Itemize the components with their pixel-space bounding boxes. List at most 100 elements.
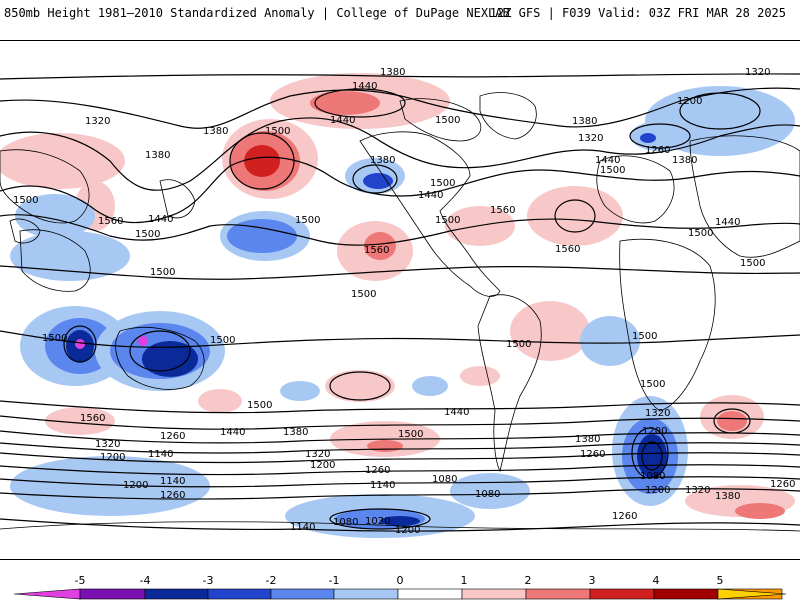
negative-anomaly-core [363,173,393,189]
contour-label: 1440 [418,190,443,201]
contour-label: 1500 [632,331,657,342]
contour-label: 1200 [395,525,420,536]
contour-label: 1440 [330,115,355,126]
colorbar-tick-label: -4 [140,574,151,587]
contour-label: 1440 [444,407,469,418]
negative-anomaly-region [15,194,95,238]
colorbar: -5 -4 -3 -2 -1 0 1 2 3 4 5 [13,574,787,600]
colorbar-segment [653,588,719,600]
contour-label: 1200 [100,452,125,463]
contour-label: 1560 [98,216,123,227]
coastlines [0,92,800,532]
contour-label: 1500 [135,229,160,240]
colorbar-segment [461,588,527,600]
extreme-anomaly-marker [138,336,148,346]
extreme-anomaly-marker [75,339,85,349]
positive-anomaly-region [510,301,590,361]
negative-anomaly-center [637,434,667,478]
colorbar-tick-label: -1 [329,574,340,587]
anomaly-map: 1380 1440 1320 1500 1380 1440 1320 1380 … [0,40,800,560]
contour-label: 1320 [95,439,120,450]
contour-label: 1320 [305,449,330,460]
model-run-info: 12Z GFS | F039 Valid: 03Z FRI MAR 28 202… [489,6,786,20]
positive-anomaly-core [367,440,403,452]
contour-label: 1440 [715,217,740,228]
positive-anomaly-region [0,133,125,189]
colorbar-segment [270,588,335,600]
contour-label: 1080 [475,489,500,500]
contour-label: 1560 [80,413,105,424]
contour-label: 1500 [600,165,625,176]
colorbar-segment [589,588,655,600]
contour-label: 1500 [13,195,38,206]
negative-anomaly-region [630,121,690,151]
contour-label: 1080 [432,474,457,485]
contour-labels: 1380 1440 1320 1500 1380 1440 1320 1380 … [13,67,795,536]
negative-anomaly-region [412,376,448,396]
contour-label: 1260 [365,465,390,476]
contour-label: 1440 [220,427,245,438]
contour-label: 1380 [203,126,228,137]
contour-label: 1320 [645,408,670,419]
contour-label: 1200 [645,485,670,496]
contour-label: 1260 [645,145,670,156]
contour-label: 1200 [677,96,702,107]
contour-label: 1140 [290,522,315,533]
contour-label: 1380 [370,155,395,166]
contour-label: 1500 [640,379,665,390]
colorbar-tick-label: 1 [461,574,468,587]
contour-label: 1140 [148,449,173,460]
contour-label: 1320 [745,67,770,78]
negative-anomaly-center [142,341,198,377]
contour-label: 1440 [595,155,620,166]
positive-anomaly-region [45,407,115,435]
positive-anomaly-core [717,411,747,431]
negative-anomaly-center [380,516,420,526]
colorbar-tick-label: -5 [75,574,86,587]
contour-label: 1500 [150,267,175,278]
negative-anomaly-region [10,231,130,281]
contour-label: 1380 [145,150,170,161]
contour-label: 1500 [435,115,460,126]
contour-label: 1080 [333,517,358,528]
negative-anomaly-core [640,133,656,143]
positive-anomaly-core [310,91,380,115]
colorbar-segment [79,588,146,600]
contour-label: 1380 [572,116,597,127]
contour-label: 1500 [688,228,713,239]
contour-label: 1080 [640,471,665,482]
contour-label: 1260 [580,449,605,460]
contour-label: 1500 [265,126,290,137]
contour-label: 1440 [352,81,377,92]
contour-label: 1500 [295,215,320,226]
negative-anomaly-region [580,316,640,366]
contour-label: 1500 [247,400,272,411]
contour-label: 1380 [575,434,600,445]
positive-anomaly-core [364,232,396,260]
contour-label: 1380 [283,427,308,438]
colorbar-tick-label: 3 [589,574,596,587]
positive-anomaly-region [198,389,242,413]
positive-anomaly-region [460,366,500,386]
colorbar-segment [525,588,591,600]
colorbar-max-arrow [717,588,787,600]
colorbar-segment [207,588,272,600]
contour-label: 1500 [398,429,423,440]
contour-label: 1500 [210,335,235,346]
colorbar-segment [397,588,463,600]
header: 850mb Height 1981–2010 Standardized Anom… [0,0,800,30]
contour-label: 1500 [435,215,460,226]
colorbar-tick-label: 5 [717,574,724,587]
contour-label: 1260 [160,490,185,501]
contour-label: 1260 [612,511,637,522]
map-title: 850mb Height 1981–2010 Standardized Anom… [4,6,510,20]
height-contours [0,73,800,532]
contour-label: 1200 [310,460,335,471]
contour-label: 1200 [642,426,667,437]
contour-label: 1380 [715,491,740,502]
contour-label: 1260 [160,431,185,442]
colorbar-segment [333,588,399,600]
negative-anomaly-region [10,456,210,516]
contour-label: 1320 [578,133,603,144]
contour-label: 1140 [370,480,395,491]
